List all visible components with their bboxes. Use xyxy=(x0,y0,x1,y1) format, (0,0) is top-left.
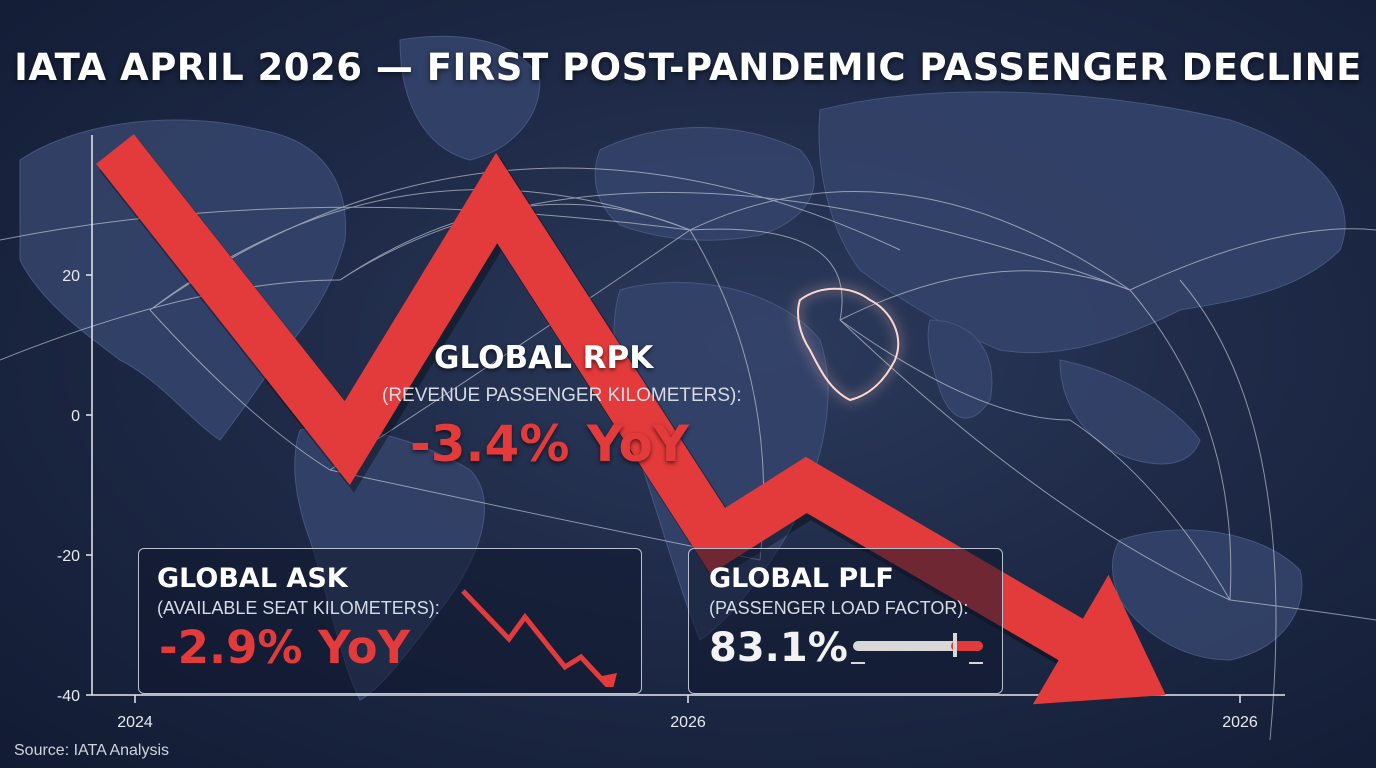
plf-subtitle: (PASSENGER LOAD FACTOR): xyxy=(709,598,969,618)
ask-subtitle: (AVAILABLE SEAT KILOMETERS): xyxy=(157,598,440,618)
plf-value: 83.1% xyxy=(709,625,848,671)
ask-panel: GLOBAL ASK (AVAILABLE SEAT KILOMETERS): … xyxy=(138,548,642,694)
south-asia-landmass xyxy=(927,319,993,419)
source-credit: Source: IATA Analysis xyxy=(14,742,170,759)
greenland-landmass xyxy=(399,35,541,161)
rpk-title: GLOBAL RPK xyxy=(434,340,654,376)
x-tick-label: 2026 xyxy=(670,714,706,731)
ask-title: GLOBAL ASK xyxy=(157,563,348,594)
page-title: IATA APRIL 2026 — FIRST POST-PANDEMIC PA… xyxy=(14,46,1362,89)
europe-landmass xyxy=(594,127,815,241)
asia-landmass xyxy=(818,91,1346,354)
plf-title: GLOBAL PLF xyxy=(709,563,894,594)
x-tick-label: 2026 xyxy=(1222,714,1258,731)
rpk-subtitle: (REVENUE PASSENGER KILOMETERS): xyxy=(382,385,742,406)
plf-panel: GLOBAL PLF (PASSENGER LOAD FACTOR): 83.1… xyxy=(688,548,1003,694)
middle-east-highlight xyxy=(797,287,900,402)
load-factor-bar-icon xyxy=(851,633,983,664)
x-tick-label: 2024 xyxy=(117,714,153,731)
rpk-value: -3.4% YoY xyxy=(410,415,690,473)
ask-value: -2.9% YoY xyxy=(159,621,411,674)
series-layer xyxy=(96,134,1093,671)
declining-trend-arrow-icon xyxy=(461,589,617,687)
y-tick-label: 20 xyxy=(62,268,80,285)
trend-line xyxy=(96,134,1089,664)
y-tick-label: -20 xyxy=(57,548,80,565)
y-tick-label: -40 xyxy=(57,688,80,705)
y-tick-label: 0 xyxy=(71,408,80,425)
